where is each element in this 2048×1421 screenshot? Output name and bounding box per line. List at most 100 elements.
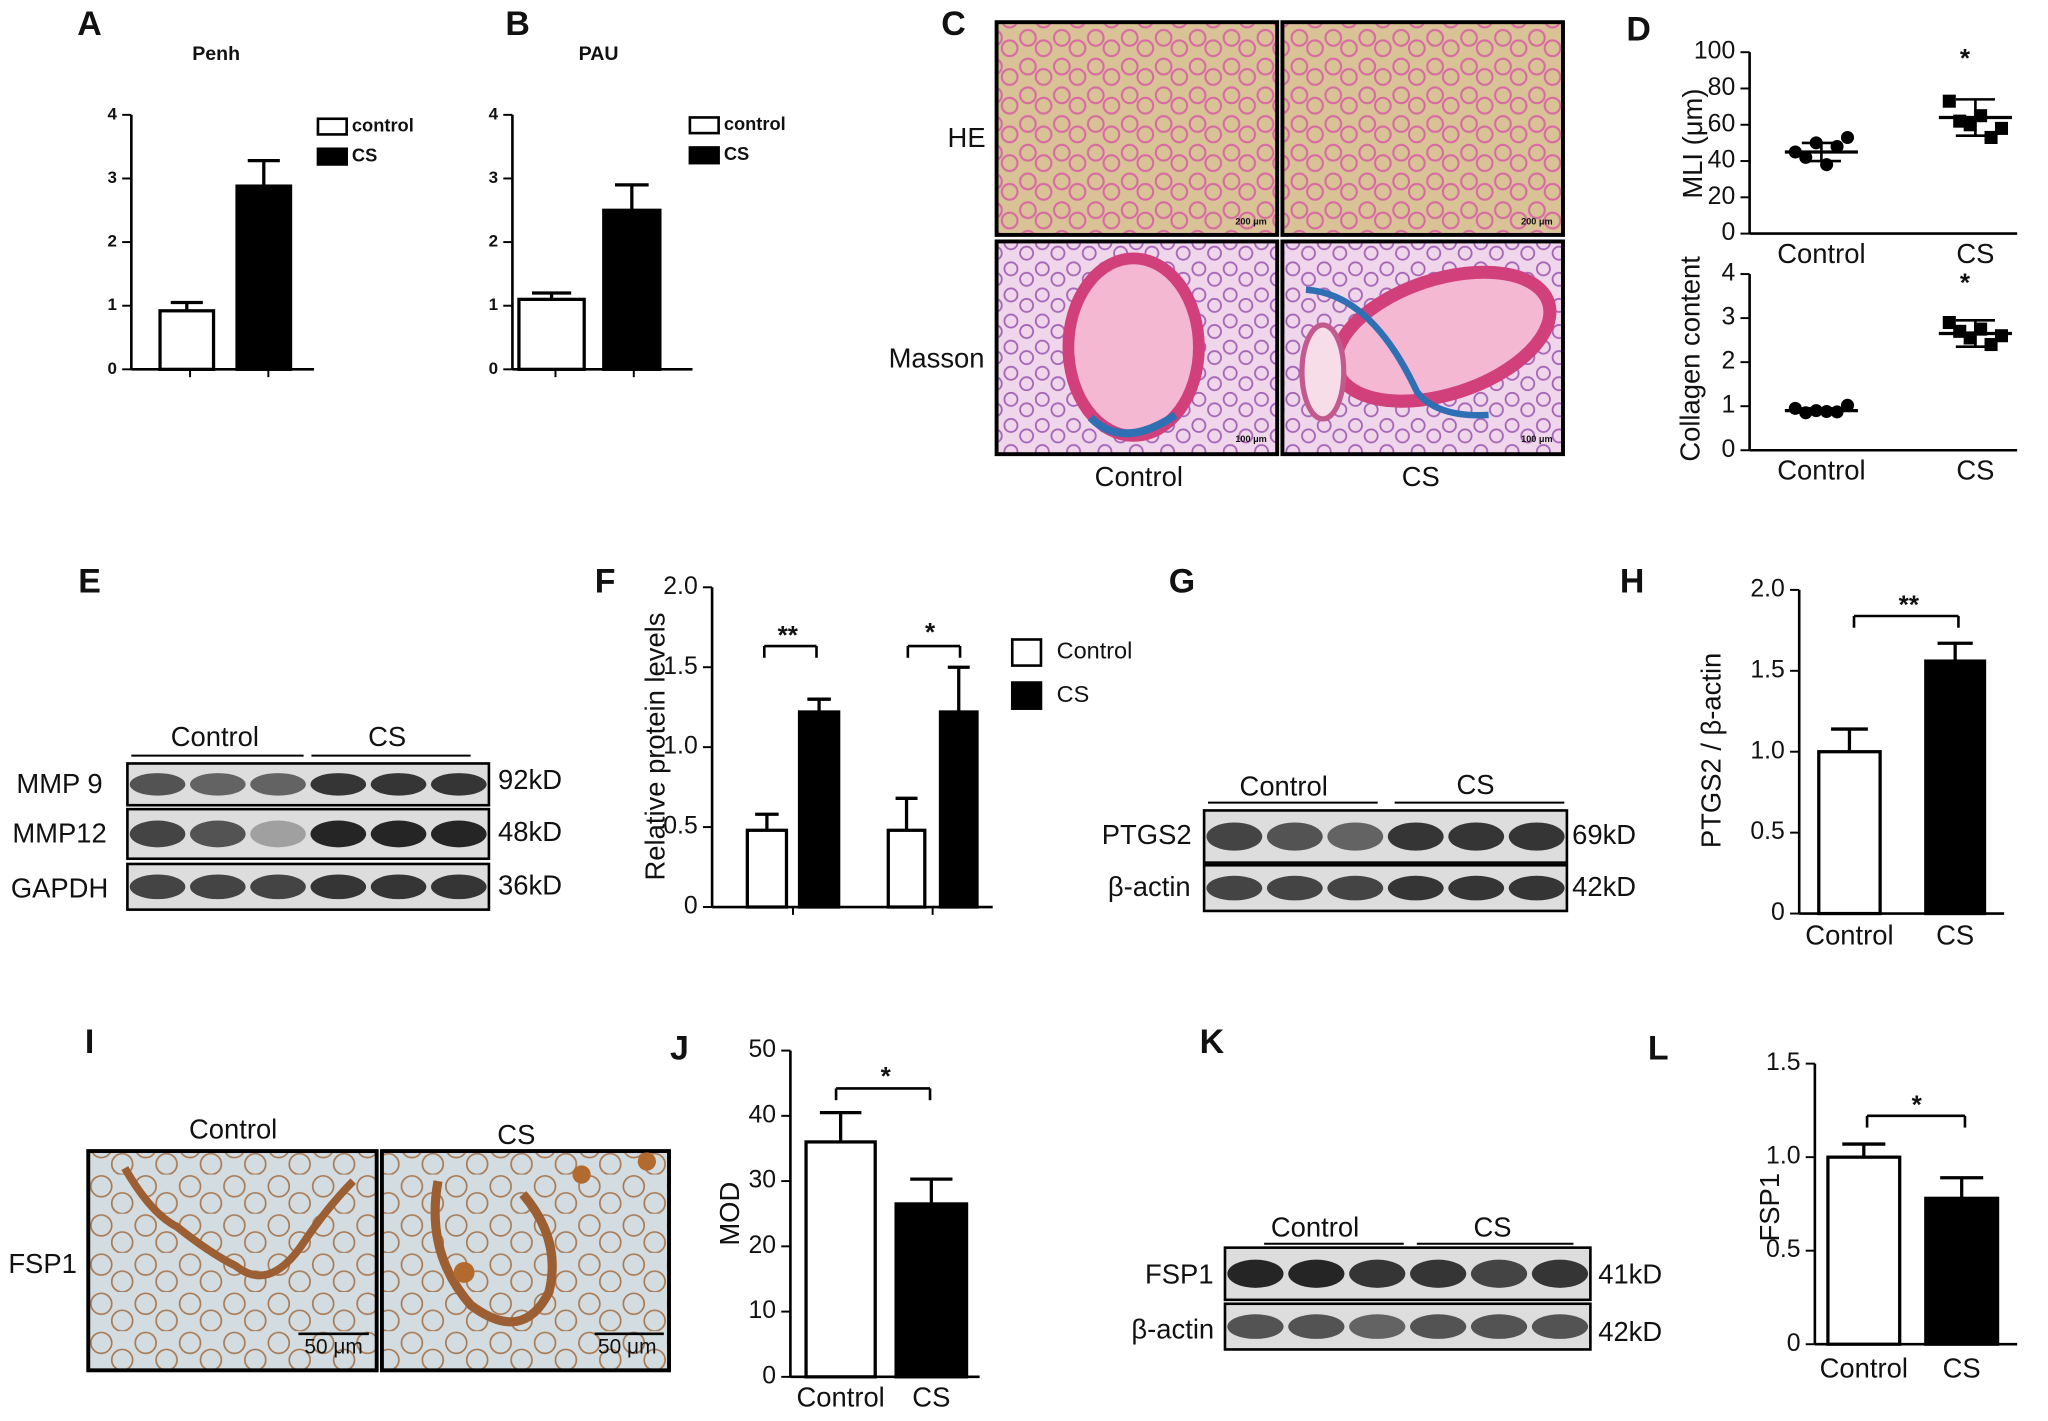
group-label: Control (1271, 1212, 1359, 1243)
y-axis-label: Relative protein levels (640, 613, 671, 881)
band (1470, 1314, 1528, 1339)
band (1206, 875, 1263, 901)
band (1410, 1314, 1467, 1339)
bar (517, 297, 586, 371)
panel-label: G (1169, 562, 1195, 600)
band (1410, 1259, 1467, 1288)
band (370, 820, 427, 848)
cell (637, 1152, 656, 1171)
band (1288, 1314, 1345, 1339)
y-axis-label: Collagen content (1674, 256, 1705, 462)
band (370, 773, 427, 796)
y-tick-label: 4 (108, 104, 118, 123)
y-tick-label: 0 (1771, 899, 1785, 926)
band-label: β-actin (1108, 871, 1191, 902)
y-tick-label: 2 (1721, 348, 1735, 375)
y-tick-label: 1.0 (1766, 1143, 1800, 1170)
x-tick-label: CS (1956, 238, 1994, 269)
bar (158, 309, 216, 371)
legend-label: CS (352, 144, 377, 165)
blot-k: Control CS FSP1 β-actin 41kD 42kD (1131, 1212, 1662, 1347)
band (1288, 1259, 1345, 1288)
significance: * (1960, 267, 1971, 297)
size-label: 42kD (1572, 871, 1636, 902)
y-tick-label: 0.5 (1766, 1236, 1800, 1263)
band (310, 820, 367, 848)
bar (797, 710, 841, 909)
cell (453, 1262, 475, 1283)
point (1994, 329, 2009, 343)
y-tick-label: 4 (489, 104, 499, 123)
bar (602, 208, 662, 371)
blot-row (1223, 1302, 1592, 1351)
band (1387, 822, 1444, 851)
blot-row (1202, 809, 1569, 864)
y-tick-label: 3 (1721, 304, 1735, 331)
y-tick-label: 2 (489, 232, 498, 251)
panel-label: K (1200, 1023, 1225, 1061)
band (310, 773, 367, 796)
collagen (1305, 286, 1489, 419)
size-label: 42kD (1598, 1316, 1662, 1347)
panel-label: D (1626, 10, 1651, 48)
bar (745, 828, 789, 909)
scale-bar-label: 100 μm (1235, 434, 1266, 444)
y-tick-label: 0.5 (1750, 818, 1784, 845)
band (1448, 875, 1505, 901)
band (1227, 1259, 1284, 1288)
band-label: MMP 9 (16, 768, 102, 799)
size-label: 92kD (498, 764, 562, 795)
bar (804, 1140, 877, 1379)
column-label: Control (189, 1114, 277, 1145)
bar (894, 1202, 969, 1379)
band (1349, 1314, 1406, 1339)
y-axis-label: MOD (714, 1182, 745, 1246)
panel-labels: A B C D E F G H I J K L (77, 5, 1668, 1067)
y-tick-label: 2 (108, 232, 117, 251)
scale-bar-label: 100 μm (1521, 434, 1552, 444)
y-tick-label: 1.5 (663, 653, 697, 680)
y-tick-label: 0 (489, 359, 498, 378)
band (1227, 1314, 1284, 1339)
epithelium (430, 1180, 557, 1327)
row-label: Masson (889, 342, 985, 373)
x-tick-label: CS (912, 1381, 950, 1412)
size-label: 48kD (498, 816, 562, 847)
legend-label: control (352, 114, 414, 135)
band (1266, 875, 1323, 901)
y-tick-label: 1.0 (1750, 737, 1784, 764)
x-tick-label: Control (1805, 919, 1893, 950)
bar (1924, 659, 1987, 916)
scale-bar-label: 200 μm (1521, 216, 1552, 226)
band (310, 874, 367, 900)
y-tick-label: 30 (748, 1167, 776, 1194)
x-tick-label: CS (1936, 919, 1974, 950)
histology-c: HE Masson Control CS 200 μm 200 μm 100 μ… (889, 20, 1565, 492)
band-label: PTGS2 (1102, 819, 1192, 850)
y-tick-label: 40 (1708, 147, 1736, 174)
bar (1826, 1155, 1902, 1346)
bar (938, 710, 979, 909)
collagen (1087, 411, 1178, 438)
significance: * (925, 617, 936, 647)
size-label: 36kD (498, 870, 562, 901)
y-tick-label: 1.0 (663, 733, 697, 760)
point (1840, 130, 1855, 144)
band (430, 820, 487, 848)
legend-swatch (1010, 681, 1043, 710)
panel-label: B (505, 5, 530, 43)
band (189, 820, 246, 848)
blot-row (126, 807, 491, 861)
y-tick-label: 0 (1787, 1330, 1801, 1357)
y-axis-label: PTGS2 / β-actin (1695, 653, 1726, 848)
legend-swatch (1010, 638, 1043, 667)
band (370, 874, 427, 900)
panel-label: H (1620, 562, 1645, 600)
legend-swatch (688, 116, 720, 135)
y-tick-label: 40 (748, 1101, 776, 1128)
legend-label: CS (1057, 681, 1090, 707)
blot-row (1202, 863, 1569, 913)
y-tick-label: 0 (684, 893, 698, 920)
point (1994, 121, 2009, 135)
